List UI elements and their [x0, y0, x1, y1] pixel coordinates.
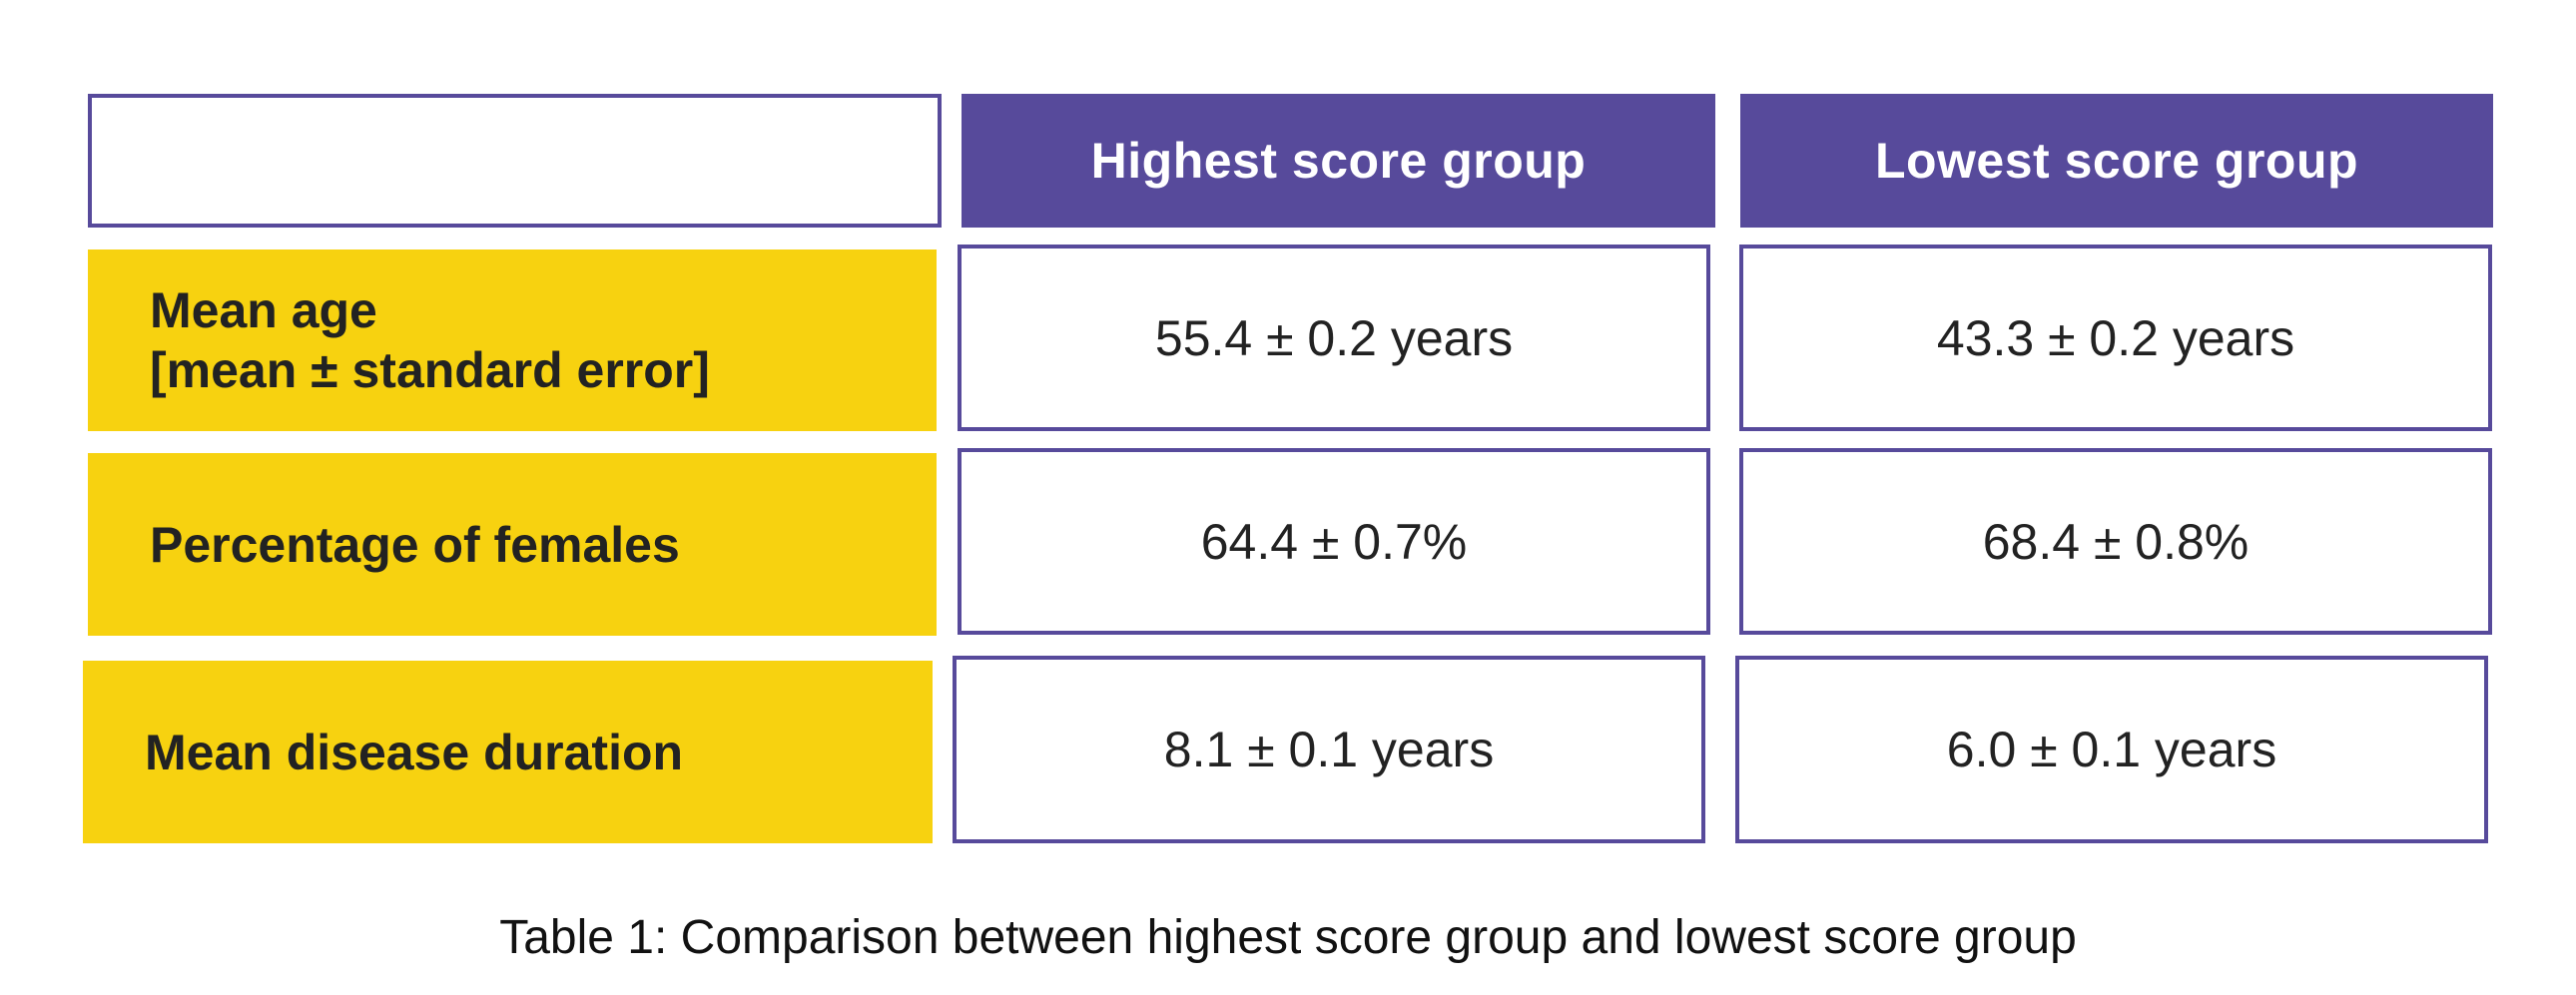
column-header-lowest: Lowest score group: [1740, 94, 2493, 228]
row-label-disease-duration: Mean disease duration: [83, 661, 933, 843]
row-label-line: Mean age: [150, 282, 377, 338]
cell-mean-age-highest: 55.4 ± 0.2 years: [958, 245, 1710, 431]
table-caption: Table 1: Comparison between highest scor…: [499, 911, 2077, 964]
cell-females-highest: 64.4 ± 0.7%: [958, 448, 1710, 635]
cell-mean-age-lowest: 43.3 ± 0.2 years: [1739, 245, 2492, 431]
row-label-percentage-females: Percentage of females: [88, 453, 937, 636]
column-header-highest: Highest score group: [962, 94, 1715, 228]
row-label-line: [mean ± standard error]: [150, 342, 710, 398]
cell-duration-lowest: 6.0 ± 0.1 years: [1735, 656, 2488, 843]
row-label-line: Percentage of females: [150, 516, 680, 573]
row-label-mean-age: Mean age [mean ± standard error]: [88, 249, 937, 431]
table-corner-cell: [88, 94, 942, 228]
cell-duration-highest: 8.1 ± 0.1 years: [953, 656, 1705, 843]
cell-females-lowest: 68.4 ± 0.8%: [1739, 448, 2492, 635]
row-label-line: Mean disease duration: [145, 724, 684, 780]
